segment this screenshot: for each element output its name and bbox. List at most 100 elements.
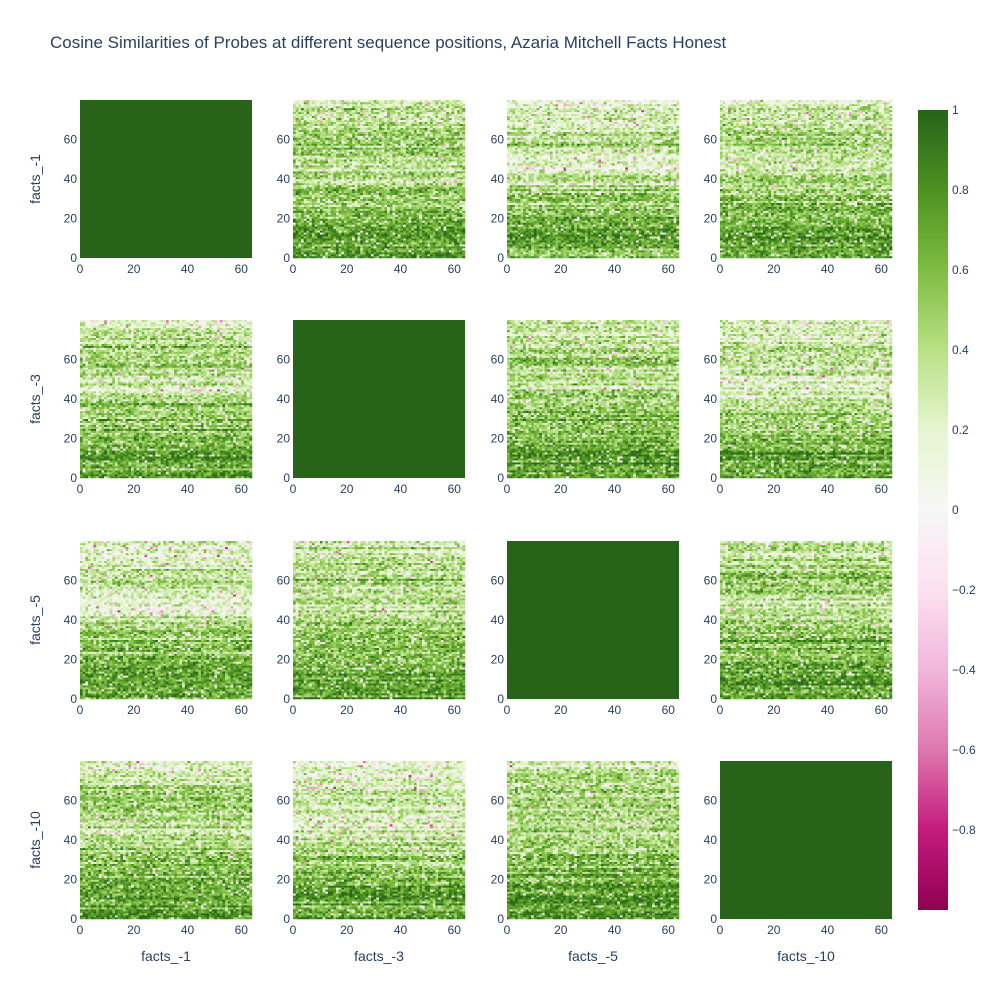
heatmap-cell xyxy=(441,238,444,240)
heatmap-cell xyxy=(441,254,444,256)
heatmap-cell xyxy=(395,228,398,230)
heatmap-cell xyxy=(320,219,323,221)
heatmap-cell xyxy=(392,234,395,236)
heatmap-cell xyxy=(444,213,447,215)
heatmap-cell xyxy=(449,219,452,221)
heatmap-cell xyxy=(382,224,385,226)
heatmap-cell xyxy=(298,230,301,232)
heatmap-cell xyxy=(422,209,425,211)
heatmap-cell xyxy=(462,256,465,258)
heatmap-cell xyxy=(360,242,363,244)
heatmap-cell xyxy=(304,230,307,232)
heatmap-cell xyxy=(371,238,374,240)
heatmap-cell xyxy=(336,232,339,234)
heatmap-cell xyxy=(363,242,366,244)
heatmap-cell xyxy=(376,256,379,258)
heatmap-cell xyxy=(454,220,457,222)
heatmap-cell xyxy=(331,213,334,215)
heatmap-cell xyxy=(376,228,379,230)
heatmap-cell xyxy=(374,219,377,221)
heatmap-cell xyxy=(317,220,320,222)
heatmap-cell xyxy=(382,211,385,213)
heatmap-cell xyxy=(395,213,398,215)
heatmap-cell xyxy=(387,230,390,232)
heatmap-cell xyxy=(331,256,334,258)
heatmap-cell xyxy=(341,236,344,238)
heatmap-cell xyxy=(352,236,355,238)
heatmap-cell xyxy=(339,232,342,234)
heatmap-cell xyxy=(392,213,395,215)
heatmap-cell xyxy=(427,217,430,219)
heatmap-cell xyxy=(296,219,299,221)
heatmap-cell xyxy=(414,224,417,226)
heatmap-cell xyxy=(414,254,417,256)
heatmap-cell xyxy=(409,222,412,224)
heatmap-cell xyxy=(358,234,361,236)
heatmap-cell xyxy=(454,236,457,238)
heatmap-cell xyxy=(452,222,455,224)
heatmap-cell xyxy=(355,256,358,258)
heatmap-cell xyxy=(425,242,428,244)
heatmap-cell xyxy=(444,252,447,254)
heatmap-cell xyxy=(320,246,323,248)
heatmap-cell xyxy=(452,220,455,222)
heatmap-cell xyxy=(325,232,328,234)
heatmap-cell xyxy=(449,238,452,240)
heatmap-cell xyxy=(427,211,430,213)
heatmap-cell xyxy=(422,215,425,217)
heatmap-cell xyxy=(341,219,344,221)
heatmap-cell xyxy=(406,234,409,236)
heatmap-cell xyxy=(409,213,412,215)
heatmap-cell xyxy=(374,211,377,213)
heatmap-cell xyxy=(446,217,449,219)
heatmap-cell xyxy=(422,230,425,232)
heatmap-cell xyxy=(331,211,334,213)
heatmap-cell xyxy=(452,234,455,236)
heatmap-cell xyxy=(355,226,358,228)
heatmap-cell xyxy=(462,254,465,256)
heatmap-cell xyxy=(301,232,304,234)
heatmap-cell xyxy=(433,244,436,246)
heatmap-cell xyxy=(441,252,444,254)
heatmap-cell xyxy=(371,232,374,234)
heatmap-cell xyxy=(328,211,331,213)
heatmap-cell xyxy=(315,250,318,252)
heatmap-cell xyxy=(435,250,438,252)
heatmap-cell xyxy=(317,213,320,215)
heatmap-cell xyxy=(395,242,398,244)
heatmap-cell xyxy=(298,236,301,238)
heatmap-cell xyxy=(457,220,460,222)
heatmap-cell xyxy=(360,252,363,254)
heatmap-cell xyxy=(328,240,331,242)
heatmap-cell xyxy=(435,232,438,234)
heatmap-cell xyxy=(296,246,299,248)
heatmap-cell xyxy=(301,224,304,226)
heatmap-cell xyxy=(312,256,315,258)
heatmap-cell xyxy=(430,215,433,217)
heatmap-cell xyxy=(315,220,318,222)
heatmap-cell xyxy=(312,217,315,219)
heatmap-cell xyxy=(374,222,377,224)
heatmap-cell xyxy=(325,222,328,224)
heatmap-cell xyxy=(352,242,355,244)
heatmap-cell xyxy=(341,248,344,250)
heatmap-cell xyxy=(352,215,355,217)
heatmap-cell xyxy=(296,226,299,228)
heatmap-cell xyxy=(341,244,344,246)
heatmap-cell xyxy=(422,254,425,256)
heatmap-cell xyxy=(363,246,366,248)
heatmap-cell xyxy=(444,230,447,232)
heatmap-cell xyxy=(315,222,318,224)
heatmap-cell xyxy=(419,242,422,244)
heatmap-cell xyxy=(390,213,393,215)
heatmap-cell xyxy=(379,252,382,254)
heatmap-cell xyxy=(306,217,309,219)
heatmap-cell xyxy=(422,240,425,242)
heatmap-cell xyxy=(328,242,331,244)
heatmap-cell xyxy=(323,252,326,254)
heatmap-cell xyxy=(312,222,315,224)
heatmap-cell xyxy=(333,246,336,248)
heatmap-cell xyxy=(433,213,436,215)
heatmap-cell xyxy=(339,211,342,213)
heatmap-cell xyxy=(349,254,352,256)
